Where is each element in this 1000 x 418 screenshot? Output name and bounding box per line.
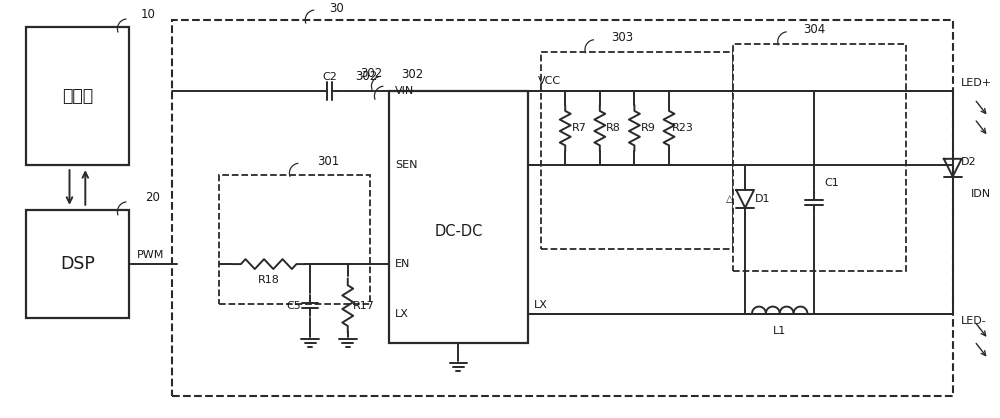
- Text: R9: R9: [641, 123, 656, 133]
- Text: C2: C2: [323, 72, 337, 82]
- Text: △: △: [726, 194, 733, 204]
- Text: D2: D2: [961, 157, 976, 167]
- Text: R23: R23: [672, 123, 694, 133]
- Text: IDN: IDN: [971, 189, 991, 199]
- Text: R8: R8: [606, 123, 621, 133]
- Text: LX: LX: [534, 300, 547, 310]
- Bar: [219, 175, 370, 303]
- Text: C1: C1: [825, 178, 839, 188]
- Text: DC-DC: DC-DC: [434, 224, 483, 240]
- Text: LX: LX: [395, 308, 409, 319]
- Text: 10: 10: [141, 8, 156, 21]
- Text: R17: R17: [353, 301, 375, 311]
- Text: 302: 302: [355, 70, 377, 83]
- Text: 301: 301: [317, 155, 339, 168]
- Text: DSP: DSP: [60, 255, 95, 273]
- Text: LED+: LED+: [961, 78, 992, 88]
- Text: 20: 20: [145, 191, 160, 204]
- Bar: [733, 43, 906, 271]
- Text: 303: 303: [611, 31, 633, 44]
- Bar: [26, 27, 129, 165]
- Text: D1: D1: [755, 194, 771, 204]
- Text: 摄像头: 摄像头: [62, 87, 93, 105]
- Bar: [389, 91, 528, 343]
- Bar: [26, 210, 129, 319]
- Text: C5: C5: [286, 301, 301, 311]
- Bar: [172, 20, 953, 395]
- Text: 304: 304: [803, 23, 826, 36]
- Text: L1: L1: [773, 326, 786, 336]
- Text: 302: 302: [401, 68, 423, 81]
- Text: VCC: VCC: [538, 76, 561, 86]
- Text: LED-: LED-: [961, 316, 986, 326]
- Text: PWM: PWM: [137, 250, 165, 260]
- Text: SEN: SEN: [395, 160, 418, 170]
- Text: VIN: VIN: [395, 86, 414, 96]
- Bar: [541, 51, 733, 249]
- Text: R18: R18: [258, 275, 280, 285]
- Text: EN: EN: [395, 259, 411, 269]
- Text: 302: 302: [360, 67, 383, 80]
- Text: R7: R7: [572, 123, 587, 133]
- Text: 30: 30: [329, 2, 344, 15]
